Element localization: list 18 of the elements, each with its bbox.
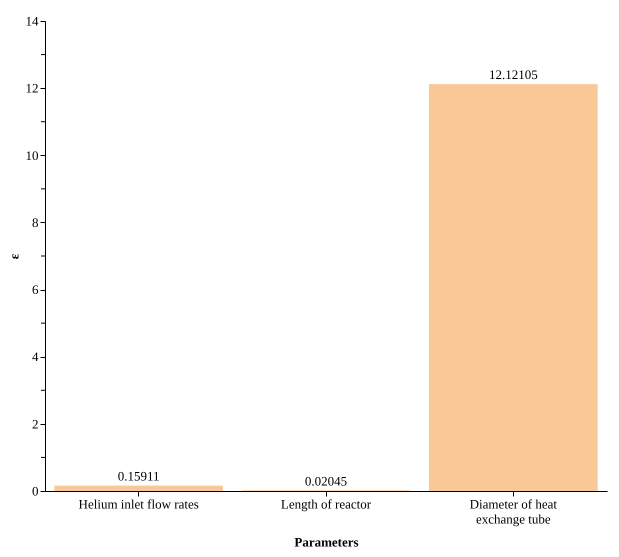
- data-label: 12.12105: [488, 67, 538, 82]
- y-tick-label: 12: [26, 80, 38, 96]
- x-tick-label: Length of reactor: [280, 496, 372, 512]
- x-tick-label: Diameter of heat exchange tube: [470, 496, 558, 526]
- data-label: 0.15911: [118, 468, 160, 484]
- bar: [429, 84, 598, 491]
- y-tick-label: 2: [32, 416, 38, 432]
- y-tick-label: 6: [32, 282, 39, 298]
- y-tick-label: 8: [32, 214, 38, 230]
- y-tick-label: 0: [32, 484, 38, 498]
- bar: [54, 486, 223, 491]
- y-axis-title: ε: [6, 253, 22, 260]
- data-label: 0.02045: [304, 473, 348, 488]
- y-tick-label: 10: [26, 148, 38, 163]
- y-tick-label: 4: [32, 349, 39, 364]
- y-tick-label: 14: [26, 14, 39, 28]
- x-tick-label: Helium inlet flow rates: [78, 496, 199, 512]
- x-axis-title: Parameters: [294, 534, 359, 550]
